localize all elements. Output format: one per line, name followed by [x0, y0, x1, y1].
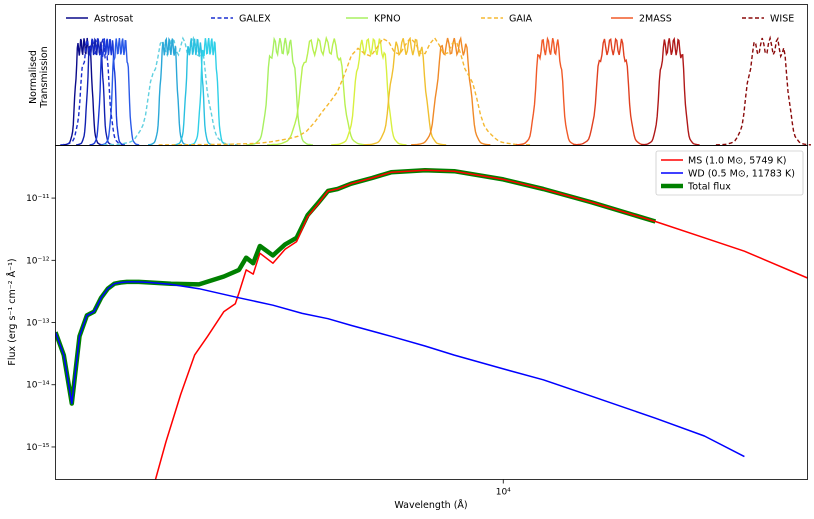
legend-label-wise: WISE: [770, 14, 794, 25]
filter-curve-kpno: [267, 35, 368, 146]
filter-curve-kpno: [246, 36, 313, 146]
filter-curve-astrosat: [189, 38, 228, 146]
flux-series: [55, 168, 808, 480]
filter-curve-wise: [715, 35, 811, 146]
y-tick-label: 10⁻¹²: [26, 256, 50, 266]
filter-curve-kpno: [363, 37, 447, 146]
filter-curve-2mass: [573, 37, 647, 146]
series-line-ms: [154, 169, 808, 480]
top-y-axis-label: NormalisedTransmission: [28, 46, 50, 108]
y-tick-label: 10⁻¹⁴: [26, 381, 50, 391]
legend-label-2mass: 2MASS: [639, 14, 672, 25]
filter-curve-kpno: [331, 37, 407, 146]
series-line-total-flux: [55, 168, 657, 406]
x-axis-label: Wavelength (Å): [394, 499, 467, 511]
filter-curve-astrosat: [148, 36, 189, 146]
legend-label-gaia: GAIA: [509, 14, 533, 25]
filter-curve-astrosat: [63, 37, 103, 146]
legend-label-galex: GALEX: [239, 14, 271, 25]
filter-curve-2mass: [515, 36, 579, 146]
filter-curve-kpno: [411, 36, 491, 146]
filter-curve-galex: [103, 35, 238, 146]
filter-curve-galex: [60, 37, 126, 146]
legend-label: MS (1.0 M⊙, 5749 K): [688, 156, 786, 167]
filter-curve-astrosat: [89, 38, 125, 146]
legend-label: Total flux: [687, 182, 731, 193]
y-axis-label: Flux (erg s⁻¹ cm⁻² Å⁻¹): [6, 258, 18, 365]
filter-curves: [60, 35, 811, 146]
filter-legend: Astrosat GALEX KPNO GAIA 2MASS WISE: [66, 14, 794, 25]
legend-label-kpno: KPNO: [374, 14, 401, 25]
bottom-panel-frame: [55, 145, 808, 480]
legend-label-astrosat: Astrosat: [94, 14, 133, 25]
filter-curve-astrosat: [173, 38, 214, 146]
series-line-wd: [55, 281, 745, 458]
flux-axes: 10⁻¹⁵ 10⁻¹⁴ 10⁻¹³ 10⁻¹² 10⁻¹¹ 10⁴: [26, 194, 511, 497]
legend-box: [655, 150, 804, 196]
filter-curve-2mass: [641, 36, 700, 146]
y-tick-label: 10⁻¹³: [26, 319, 50, 329]
filter-transmission-panel: Astrosat GALEX KPNO GAIA 2MASS WISE Normalise…: [28, 4, 811, 146]
flux-legend: MS (1.0 M⊙, 5749 K) WD (0.5 M⊙, 11783 K) T…: [655, 150, 804, 196]
x-tick-label: 10⁴: [496, 488, 511, 498]
y-tick-label: 10⁻¹¹: [26, 194, 50, 204]
y-tick-label: 10⁻¹⁵: [26, 443, 50, 453]
legend-label: WD (0.5 M⊙, 11783 K): [688, 169, 795, 180]
flux-panel: 10⁻¹⁵ 10⁻¹⁴ 10⁻¹³ 10⁻¹² 10⁻¹¹ 10⁴ Wavelength …: [6, 145, 808, 511]
top-panel-frame: [55, 4, 808, 146]
